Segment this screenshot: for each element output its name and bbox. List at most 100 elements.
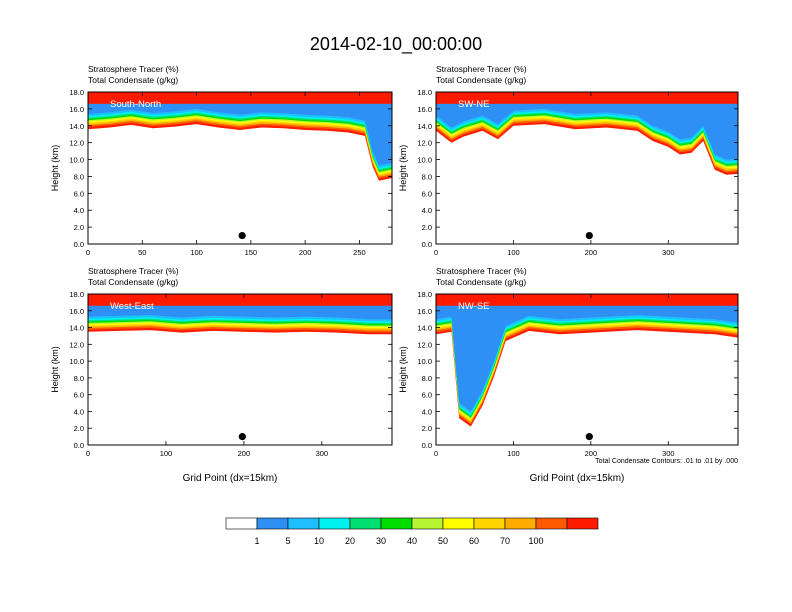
panel-title-line1: Stratosphere Tracer (%) — [88, 266, 179, 276]
tracer-field — [436, 92, 738, 175]
tracer-field — [436, 294, 738, 427]
y-tick-label: 6.0 — [422, 391, 432, 400]
location-marker — [238, 433, 246, 441]
y-tick-label: 4.0 — [422, 407, 432, 416]
y-tick-label: 0.0 — [74, 441, 84, 450]
x-tick-label: 100 — [507, 449, 520, 458]
x-tick-label: 200 — [238, 449, 251, 458]
y-tick-label: 4.0 — [74, 206, 84, 215]
y-tick-label: 16.0 — [69, 307, 84, 316]
colorbar-label: 40 — [407, 536, 417, 546]
y-tick-label: 14.0 — [69, 122, 84, 131]
location-marker — [585, 231, 593, 240]
y-tick-label: 10.0 — [417, 156, 432, 165]
colorbar-label: 1 — [254, 536, 259, 546]
x-tick-label: 100 — [160, 449, 173, 458]
y-tick-label: 16.0 — [417, 307, 432, 316]
colorbar-swatch — [566, 517, 599, 530]
panel-title-line2: Total Condensate (g/kg) — [436, 75, 526, 85]
y-axis-label: Height (km) — [398, 145, 408, 192]
tracer-top — [436, 92, 738, 104]
y-tick-label: 8.0 — [74, 172, 84, 181]
y-tick-label: 8.0 — [74, 374, 84, 383]
y-tick-label: 12.0 — [69, 340, 84, 349]
panel-label: West-East — [110, 301, 154, 312]
plot-frame — [87, 293, 393, 446]
panel-title-line1: Stratosphere Tracer (%) — [436, 64, 527, 74]
y-axis-label: Height (km) — [50, 346, 60, 393]
x-axis-label: Grid Point (dx=15km) — [183, 473, 278, 484]
colorbar-swatch — [411, 517, 444, 530]
plot-frame — [435, 91, 739, 245]
y-tick-label: 16.0 — [69, 105, 84, 114]
colorbar-swatch — [349, 517, 382, 530]
location-marker — [585, 433, 593, 441]
y-tick-label: 8.0 — [422, 172, 432, 181]
x-tick-label: 0 — [434, 248, 438, 257]
y-tick-label: 10.0 — [69, 357, 84, 366]
y-tick-label: 2.0 — [422, 424, 432, 433]
y-tick-label: 6.0 — [74, 391, 84, 400]
x-tick-label: 100 — [190, 248, 203, 257]
tracer-band — [88, 92, 392, 166]
figure-title: 2014-02-10_00:00:00 — [310, 34, 482, 55]
y-tick-label: 12.0 — [417, 139, 432, 148]
y-tick-label: 0.0 — [422, 441, 432, 450]
colorbar-label: 10 — [314, 536, 324, 546]
x-tick-label: 100 — [507, 248, 520, 257]
panel-label: SW-NE — [458, 99, 490, 110]
y-tick-label: 14.0 — [417, 122, 432, 131]
y-tick-label: 6.0 — [422, 189, 432, 198]
plot-frame — [87, 91, 393, 245]
panel-nw-se: 0.0 2.0 4.0 6.0 8.0 10.0 12.0 14.0 16.0 18.0 0 100 2… — [398, 266, 739, 484]
x-tick-label: 300 — [662, 449, 675, 458]
panel-label: South-North — [110, 99, 161, 110]
panels: 0.0 2.0 4.0 6.0 8.0 10.0 12.0 14.0 16.0 18.0 0 50 10… — [50, 64, 739, 484]
x-tick-label: 0 — [86, 248, 90, 257]
colorbar-swatch — [442, 517, 475, 530]
y-tick-label: 10.0 — [69, 156, 84, 165]
panel-west-east: 0.0 2.0 4.0 6.0 8.0 10.0 12.0 14.0 16.0 18.0 0 100 2… — [50, 266, 393, 484]
x-tick-label: 250 — [353, 248, 366, 257]
y-tick-label: 18.0 — [69, 290, 84, 299]
y-tick-label: 18.0 — [69, 88, 84, 97]
tracer-field — [88, 92, 392, 181]
tracer-band — [436, 294, 738, 412]
x-tick-label: 150 — [245, 248, 258, 257]
panel-label: NW-SE — [458, 301, 490, 312]
x-tick-label: 0 — [434, 449, 438, 458]
colorbar-swatch — [473, 517, 506, 530]
x-tick-label: 200 — [585, 248, 598, 257]
colorbar-label: 100 — [528, 536, 543, 546]
y-tick-label: 18.0 — [417, 290, 432, 299]
y-tick-label: 0.0 — [74, 240, 84, 249]
colorbar-label: 70 — [500, 536, 510, 546]
tracer-band — [436, 92, 738, 160]
y-tick-label: 4.0 — [422, 206, 432, 215]
colorbar-swatch — [535, 517, 568, 530]
y-tick-label: 2.0 — [74, 424, 84, 433]
tracer-band — [436, 294, 738, 414]
y-tick-label: 2.0 — [74, 223, 84, 232]
colorbar-swatch — [318, 517, 351, 530]
tracer-field — [88, 294, 392, 335]
colorbar: 1 5 10 20 30 40 50 60 70 100 — [225, 517, 599, 546]
y-tick-label: 12.0 — [69, 139, 84, 148]
y-tick-label: 10.0 — [417, 357, 432, 366]
panel-title-line1: Stratosphere Tracer (%) — [436, 266, 527, 276]
y-tick-label: 6.0 — [74, 189, 84, 198]
panel-south-north: 0.0 2.0 4.0 6.0 8.0 10.0 12.0 14.0 16.0 18.0 0 50 10… — [50, 64, 393, 257]
y-axis-label: Height (km) — [398, 346, 408, 393]
colorbar-swatch — [256, 517, 289, 530]
x-tick-label: 300 — [316, 449, 329, 458]
colorbar-swatch — [287, 517, 320, 530]
panel-title-line1: Stratosphere Tracer (%) — [88, 64, 179, 74]
panel-title-line2: Total Condensate (g/kg) — [436, 277, 526, 287]
colorbar-swatch — [225, 517, 258, 530]
y-tick-label: 2.0 — [422, 223, 432, 232]
colorbar-swatch — [380, 517, 413, 530]
y-tick-label: 8.0 — [422, 374, 432, 383]
colorbar-label: 5 — [285, 536, 290, 546]
plot-frame — [435, 293, 739, 446]
